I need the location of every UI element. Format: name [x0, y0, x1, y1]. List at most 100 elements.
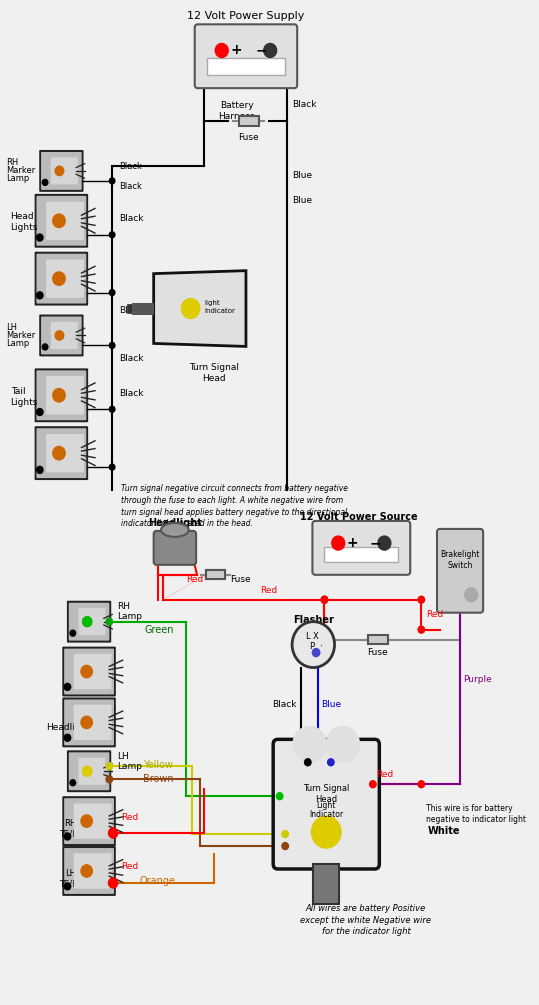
FancyBboxPatch shape	[195, 24, 297, 88]
Text: Headlight
Switch: Headlight Switch	[148, 518, 202, 540]
Circle shape	[82, 617, 92, 627]
FancyBboxPatch shape	[63, 697, 116, 748]
FancyBboxPatch shape	[51, 158, 78, 185]
FancyBboxPatch shape	[37, 428, 86, 478]
Circle shape	[108, 878, 118, 888]
Text: Red: Red	[121, 813, 139, 822]
Text: LH
Lamp: LH Lamp	[117, 752, 142, 771]
Text: Marker: Marker	[6, 167, 35, 176]
Text: Blue: Blue	[321, 699, 341, 709]
Circle shape	[81, 665, 92, 677]
FancyBboxPatch shape	[34, 194, 88, 247]
Text: Red: Red	[426, 610, 443, 619]
Circle shape	[109, 289, 115, 295]
Text: X: X	[312, 632, 318, 641]
Circle shape	[277, 793, 283, 800]
Circle shape	[264, 43, 277, 57]
Circle shape	[55, 331, 64, 340]
FancyBboxPatch shape	[64, 648, 114, 694]
Circle shape	[109, 406, 115, 412]
Text: +: +	[347, 536, 358, 550]
FancyBboxPatch shape	[63, 846, 116, 895]
Text: Red: Red	[186, 575, 204, 584]
Text: +: +	[230, 43, 241, 57]
Circle shape	[37, 291, 43, 298]
Circle shape	[106, 618, 113, 625]
FancyBboxPatch shape	[41, 152, 82, 190]
Text: Indicator: Indicator	[309, 810, 343, 819]
Circle shape	[70, 630, 75, 636]
Circle shape	[37, 409, 43, 415]
Bar	[324, 548, 398, 562]
Circle shape	[37, 234, 43, 241]
Circle shape	[282, 830, 288, 837]
Text: Blue: Blue	[292, 196, 312, 205]
FancyBboxPatch shape	[34, 369, 88, 422]
Bar	[368, 635, 388, 644]
Circle shape	[109, 232, 115, 238]
Text: Red: Red	[121, 862, 139, 871]
Circle shape	[64, 882, 71, 889]
Circle shape	[378, 536, 391, 550]
Circle shape	[83, 617, 92, 626]
FancyBboxPatch shape	[79, 758, 106, 785]
Text: Battery: Battery	[342, 523, 375, 532]
Text: LH: LH	[6, 323, 17, 332]
FancyBboxPatch shape	[64, 848, 114, 893]
Circle shape	[282, 842, 288, 849]
Circle shape	[53, 214, 65, 227]
FancyBboxPatch shape	[51, 322, 78, 349]
Text: White: White	[428, 826, 461, 836]
FancyBboxPatch shape	[74, 705, 112, 740]
Circle shape	[106, 763, 113, 770]
FancyBboxPatch shape	[69, 603, 109, 640]
FancyBboxPatch shape	[37, 196, 86, 245]
Text: Headlights: Headlights	[46, 723, 95, 732]
Circle shape	[370, 781, 376, 788]
Text: Turn Signal
Head: Turn Signal Head	[189, 364, 239, 383]
FancyBboxPatch shape	[39, 150, 84, 192]
Text: Lights: Lights	[11, 398, 38, 407]
FancyBboxPatch shape	[67, 601, 111, 642]
FancyBboxPatch shape	[37, 253, 86, 304]
Circle shape	[418, 626, 425, 633]
Bar	[313, 864, 339, 903]
Text: Turn Signal
Head: Turn Signal Head	[303, 785, 349, 804]
FancyBboxPatch shape	[313, 521, 410, 575]
FancyBboxPatch shape	[41, 317, 82, 355]
Text: Flasher: Flasher	[293, 615, 334, 625]
Text: Light: Light	[316, 801, 336, 810]
Circle shape	[292, 622, 335, 667]
FancyBboxPatch shape	[79, 608, 106, 635]
Text: Black: Black	[120, 182, 142, 191]
Circle shape	[109, 464, 115, 470]
FancyBboxPatch shape	[34, 251, 88, 306]
Text: Lamp: Lamp	[6, 339, 29, 348]
Circle shape	[332, 536, 345, 550]
FancyBboxPatch shape	[154, 531, 196, 565]
Circle shape	[465, 588, 478, 602]
FancyBboxPatch shape	[39, 315, 84, 357]
Circle shape	[53, 272, 65, 285]
Text: Red: Red	[260, 586, 278, 595]
Circle shape	[110, 829, 116, 836]
Text: Brown: Brown	[143, 774, 173, 784]
FancyBboxPatch shape	[74, 654, 112, 689]
FancyBboxPatch shape	[63, 796, 116, 846]
Circle shape	[81, 815, 92, 827]
Circle shape	[312, 816, 341, 848]
FancyBboxPatch shape	[273, 740, 379, 869]
Bar	[206, 570, 225, 579]
FancyBboxPatch shape	[63, 646, 116, 696]
FancyBboxPatch shape	[74, 803, 112, 839]
Text: RH
TS/BL: RH TS/BL	[59, 819, 82, 839]
FancyBboxPatch shape	[46, 434, 84, 472]
Text: Black: Black	[272, 699, 296, 709]
Text: −: −	[370, 536, 382, 550]
Circle shape	[64, 683, 71, 690]
Circle shape	[215, 43, 228, 57]
Circle shape	[418, 781, 425, 788]
Text: Indicator: Indicator	[204, 308, 236, 314]
Circle shape	[83, 767, 92, 776]
FancyBboxPatch shape	[69, 753, 109, 790]
